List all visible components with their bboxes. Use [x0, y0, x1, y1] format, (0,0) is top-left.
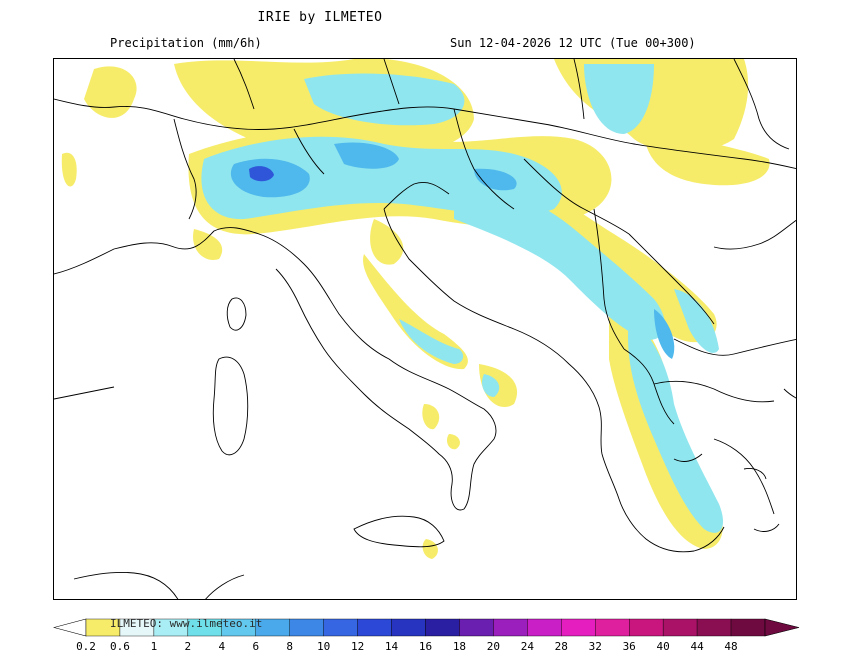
precip-peak-area: [249, 166, 274, 182]
colorbar-tick-label: 4: [218, 640, 226, 653]
colorbar-tick-label: 48: [724, 640, 738, 653]
variable-label: Precipitation (mm/6h): [110, 36, 262, 50]
colorbar-tick-label: 20: [486, 640, 501, 653]
colorbar-canvas: [52, 618, 800, 637]
colorbar-segment: [730, 618, 766, 637]
colorbar-tick-label: 2: [184, 640, 192, 653]
colorbar-segment: [595, 618, 630, 637]
colorbar-segment: [527, 618, 562, 637]
colorbar-tick-label: 6: [252, 640, 260, 653]
colorbar-segment: [696, 618, 732, 637]
colorbar-segment: [662, 618, 698, 637]
colorbar-segment: [425, 618, 460, 637]
colorbar-tick-label: 16: [418, 640, 433, 653]
watermark-text: ILMETEO: www.ilmeteo.it: [110, 617, 263, 630]
colorbar-segment: [459, 618, 494, 637]
colorbar-tick-label: 8: [286, 640, 293, 653]
colorbar-tick-label: 36: [622, 640, 636, 653]
colorbar-segment: [323, 618, 358, 637]
colorbar-segment: [289, 618, 324, 637]
precipitation-map: [53, 58, 797, 600]
map-title: IRIE by ILMETEO: [257, 10, 383, 25]
colorbar-tick-label: 24: [520, 640, 534, 653]
colorbar-tick-label: 28: [554, 640, 568, 653]
precip-moderate-areas: [201, 64, 724, 533]
colorbar-tick-label: 44: [690, 640, 704, 653]
colorbar-upper-arrow: [764, 618, 800, 637]
colorbar-lower-arrow: [52, 618, 87, 637]
colorbar-segment: [493, 618, 528, 637]
colorbar-tick-label: 1: [150, 640, 158, 653]
colorbar-segment: [561, 618, 596, 637]
colorbar-tick-label: 0.6: [110, 640, 130, 653]
colorbar-tick-label: 32: [588, 640, 602, 653]
colorbar-tick-label: 10: [317, 640, 331, 653]
colorbar-tick-label: 40: [656, 640, 670, 653]
valid-time-label: Sun 12-04-2026 12 UTC (Tue 00+300): [450, 36, 696, 50]
map-canvas: [54, 59, 796, 599]
precipitation-colorbar: [52, 618, 801, 638]
precip-light-areas: [61, 59, 770, 559]
colorbar-segment: [391, 618, 426, 637]
colorbar-tick-label: 0.2: [76, 640, 96, 653]
colorbar-tick-label: 18: [452, 640, 467, 653]
colorbar-tick-label: 14: [384, 640, 399, 653]
colorbar-tick-label: 12: [350, 640, 365, 653]
coastlines-and-borders: [54, 59, 796, 599]
colorbar-segment: [357, 618, 392, 637]
colorbar-segment: [629, 618, 664, 637]
